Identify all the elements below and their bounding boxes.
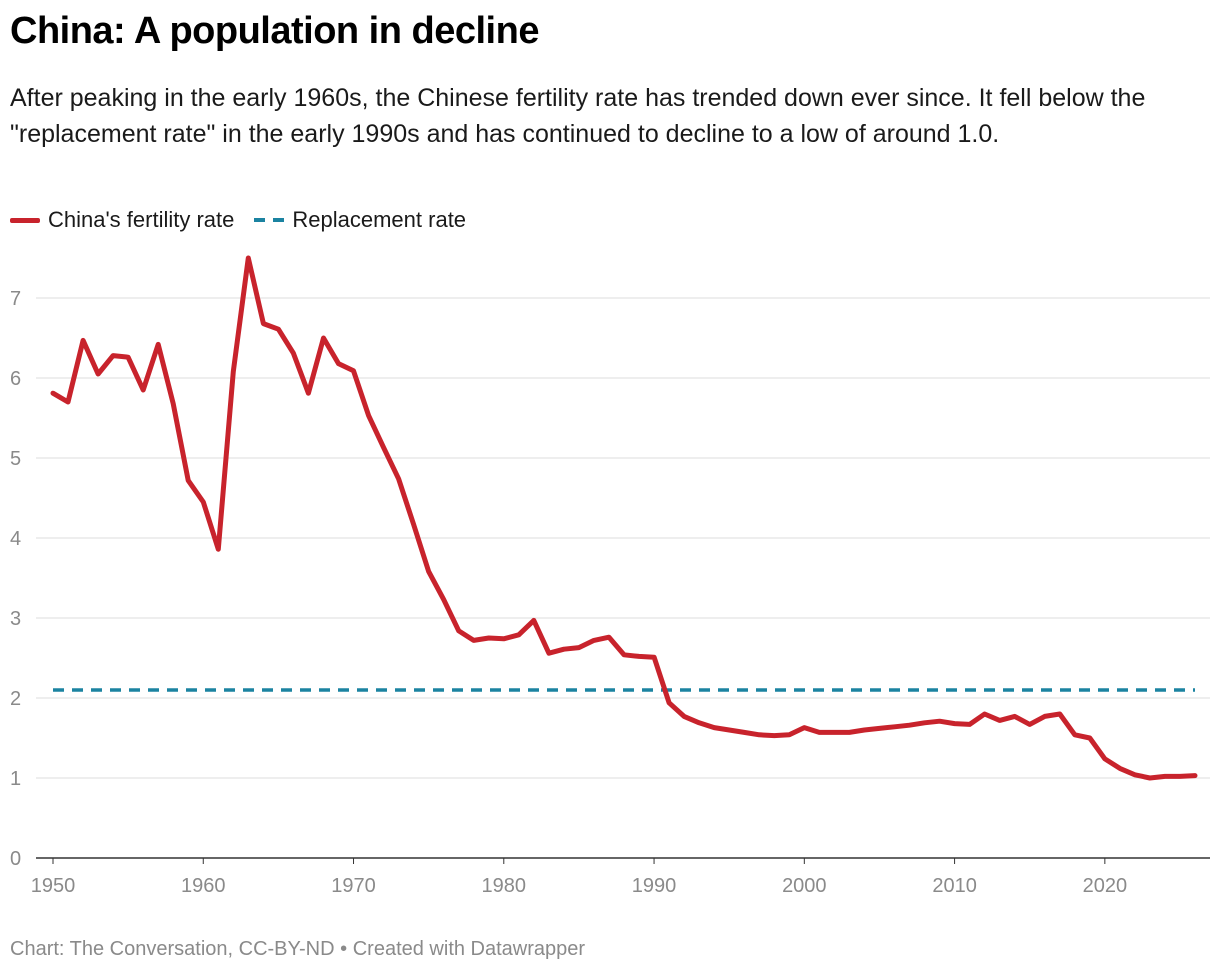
legend-swatch-fertility	[10, 217, 40, 223]
y-tick-label-5: 5	[10, 448, 21, 470]
footer-credit: Created with Datawrapper	[352, 938, 586, 960]
x-tick-label-1990: 1990	[632, 875, 677, 897]
y-tick-label-4: 4	[10, 528, 21, 550]
legend-label-replacement: Replacement rate	[292, 207, 467, 232]
footer-separator: •	[340, 938, 348, 960]
chart-subtitle: After peaking in the early 1960s, the Ch…	[10, 84, 1146, 148]
footer-source: Chart: The Conversation, CC-BY-ND	[10, 938, 335, 960]
fertility-rate-line	[50, 255, 1198, 781]
x-tick-label-2020: 2020	[1083, 875, 1128, 897]
y-tick-label-0: 0	[10, 848, 21, 870]
line-chart: 0 1 2 3 4 5 6 7 1950 1960 1970 1980 1990 2000 2010 202…	[10, 255, 1210, 897]
legend-swatch-replacement	[254, 218, 285, 222]
series	[50, 255, 1198, 781]
y-tick-label-1: 1	[10, 768, 21, 790]
x-tick-label-1980: 1980	[482, 875, 527, 897]
x-tick-label-2010: 2010	[932, 875, 977, 897]
legend-item-replacement: Replacement rate	[254, 207, 466, 233]
x-tick-label-2000: 2000	[782, 875, 827, 897]
x-tick-label-1970: 1970	[331, 875, 376, 897]
legend: China's fertility rate Replacement rate	[10, 205, 486, 235]
y-tick-label-3: 3	[10, 608, 21, 630]
x-tick-label-1960: 1960	[181, 875, 226, 897]
grid-lines	[36, 297, 1210, 864]
x-axis-labels: 1950 1960 1970 1980 1990 2000 2010 2020	[31, 875, 1127, 897]
legend-item-fertility: China's fertility rate	[10, 207, 234, 233]
legend-label-fertility: China's fertility rate	[48, 207, 235, 232]
chart-title: China: A population in decline	[10, 10, 539, 52]
chart-footer: Chart: The Conversation, CC-BY-ND • Crea…	[10, 938, 585, 961]
y-tick-label-2: 2	[10, 688, 21, 710]
x-tick-label-1950: 1950	[31, 875, 76, 897]
y-tick-label-7: 7	[10, 288, 21, 310]
y-axis-labels: 0 1 2 3 4 5 6 7	[10, 288, 21, 870]
y-tick-label-6: 6	[10, 368, 21, 390]
